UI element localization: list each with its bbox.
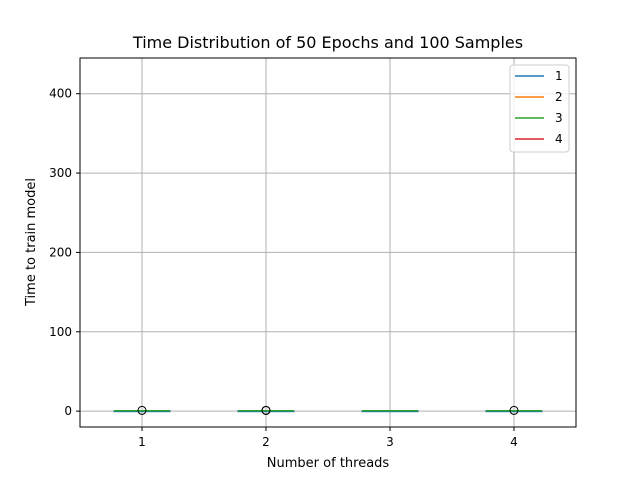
x-axis-label: Number of threads — [267, 456, 390, 471]
legend-label-1: 1 — [555, 69, 563, 83]
outlier-point-0 — [137, 405, 147, 415]
boxplots — [113, 405, 543, 415]
y-tick-label-400: 400 — [49, 87, 72, 101]
boxplot-1 — [113, 405, 171, 415]
boxplot-2 — [237, 405, 295, 415]
y-tick-label-300: 300 — [49, 166, 72, 180]
x-tick-label-4: 4 — [510, 435, 518, 449]
legend-label-3: 3 — [555, 111, 563, 125]
outlier-point-1 — [261, 405, 271, 415]
outlier-point-0 — [509, 405, 519, 415]
boxplot-3 — [361, 410, 419, 413]
chart-title: Time Distribution of 50 Epochs and 100 S… — [132, 33, 523, 52]
legend-box — [509, 64, 570, 153]
legend: 1 2 3 4 — [509, 64, 570, 153]
y-tick-label-200: 200 — [49, 245, 72, 259]
x-tick-label-2: 2 — [262, 435, 270, 449]
y-tick-label-0: 0 — [64, 404, 72, 418]
x-tick-label-1: 1 — [138, 435, 146, 449]
axis-ticks: 1 2 3 4 0 100 200 300 400 — [49, 87, 518, 449]
y-axis-label: Time to train model — [24, 178, 39, 307]
boxplot-4 — [485, 405, 543, 415]
y-tick-label-100: 100 — [49, 325, 72, 339]
x-tick-label-3: 3 — [386, 435, 394, 449]
plot-area-frame — [79, 57, 577, 428]
legend-label-2: 2 — [555, 90, 563, 104]
legend-label-4: 4 — [555, 132, 563, 146]
